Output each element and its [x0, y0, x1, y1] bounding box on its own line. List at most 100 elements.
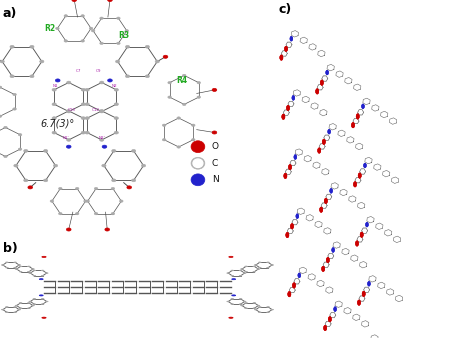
Circle shape	[280, 55, 283, 60]
Ellipse shape	[30, 75, 34, 78]
Ellipse shape	[1, 309, 4, 310]
Circle shape	[291, 223, 293, 229]
Ellipse shape	[85, 117, 89, 120]
Circle shape	[286, 232, 289, 238]
Circle shape	[326, 70, 328, 75]
Ellipse shape	[66, 139, 71, 141]
Ellipse shape	[42, 317, 46, 318]
Circle shape	[191, 174, 205, 186]
Ellipse shape	[19, 271, 22, 272]
Ellipse shape	[4, 155, 7, 158]
Ellipse shape	[245, 271, 247, 272]
Ellipse shape	[81, 103, 85, 106]
Ellipse shape	[33, 298, 36, 299]
Ellipse shape	[257, 305, 260, 306]
Ellipse shape	[163, 55, 168, 58]
Ellipse shape	[117, 42, 120, 45]
Circle shape	[289, 164, 292, 170]
Ellipse shape	[177, 146, 181, 148]
Text: O: O	[212, 142, 219, 151]
Ellipse shape	[14, 164, 18, 167]
Ellipse shape	[145, 75, 149, 78]
Circle shape	[356, 241, 359, 246]
Ellipse shape	[253, 266, 256, 267]
Ellipse shape	[229, 317, 233, 318]
Circle shape	[328, 316, 331, 322]
Circle shape	[316, 89, 319, 94]
Circle shape	[286, 105, 290, 111]
Ellipse shape	[108, 79, 112, 82]
Ellipse shape	[111, 213, 115, 215]
Ellipse shape	[112, 149, 116, 152]
Ellipse shape	[52, 103, 56, 106]
Ellipse shape	[40, 60, 44, 63]
Ellipse shape	[89, 27, 93, 30]
Ellipse shape	[231, 275, 234, 276]
Circle shape	[330, 189, 333, 193]
Ellipse shape	[162, 139, 166, 141]
Ellipse shape	[27, 266, 30, 267]
Text: C12: C12	[92, 108, 100, 112]
Ellipse shape	[266, 312, 270, 313]
Ellipse shape	[168, 96, 172, 98]
Ellipse shape	[102, 164, 106, 167]
Ellipse shape	[18, 134, 22, 136]
Circle shape	[356, 114, 359, 119]
Circle shape	[316, 89, 319, 94]
Circle shape	[354, 182, 356, 187]
Ellipse shape	[105, 228, 109, 231]
Ellipse shape	[131, 179, 136, 182]
Circle shape	[289, 164, 292, 170]
Ellipse shape	[253, 271, 256, 272]
Ellipse shape	[18, 309, 21, 310]
Circle shape	[358, 173, 361, 178]
Ellipse shape	[119, 200, 123, 202]
Ellipse shape	[0, 115, 2, 117]
Ellipse shape	[111, 187, 115, 190]
Ellipse shape	[227, 301, 229, 302]
Ellipse shape	[155, 60, 159, 63]
Circle shape	[367, 282, 370, 286]
Ellipse shape	[117, 17, 120, 19]
Ellipse shape	[44, 149, 48, 152]
Ellipse shape	[239, 275, 242, 276]
Circle shape	[286, 232, 289, 238]
Ellipse shape	[58, 187, 62, 190]
Ellipse shape	[100, 17, 103, 19]
Text: b): b)	[3, 242, 18, 255]
Circle shape	[362, 291, 365, 296]
Circle shape	[365, 222, 368, 227]
Circle shape	[364, 163, 366, 168]
Ellipse shape	[114, 88, 118, 91]
Ellipse shape	[91, 30, 95, 32]
Text: C9: C9	[96, 69, 102, 73]
Ellipse shape	[10, 75, 14, 78]
Circle shape	[292, 96, 295, 100]
Ellipse shape	[5, 262, 9, 263]
Ellipse shape	[33, 270, 36, 271]
Ellipse shape	[10, 45, 14, 48]
Ellipse shape	[41, 298, 44, 299]
Ellipse shape	[39, 279, 43, 280]
Ellipse shape	[271, 309, 273, 310]
Ellipse shape	[66, 81, 71, 84]
Ellipse shape	[41, 304, 44, 305]
Ellipse shape	[266, 262, 270, 263]
Ellipse shape	[112, 179, 116, 182]
Ellipse shape	[55, 27, 59, 30]
Ellipse shape	[30, 45, 34, 48]
Circle shape	[318, 148, 321, 153]
Ellipse shape	[240, 305, 243, 306]
Ellipse shape	[162, 124, 166, 126]
Ellipse shape	[44, 179, 48, 182]
Circle shape	[291, 223, 293, 229]
Circle shape	[284, 46, 288, 51]
Ellipse shape	[100, 110, 104, 113]
Ellipse shape	[114, 103, 118, 106]
Ellipse shape	[66, 228, 71, 231]
Circle shape	[288, 291, 291, 297]
Ellipse shape	[182, 74, 186, 77]
Ellipse shape	[212, 131, 217, 134]
Ellipse shape	[245, 308, 247, 309]
Circle shape	[334, 307, 337, 312]
